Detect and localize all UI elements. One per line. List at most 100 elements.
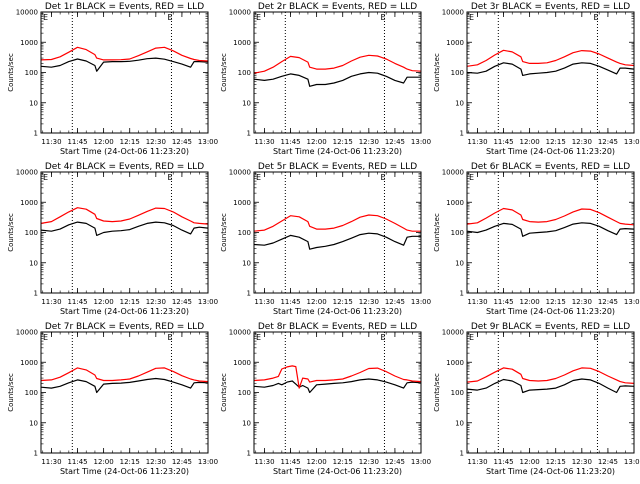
x-tick-label: 12:15 xyxy=(546,138,566,146)
lld-series-line xyxy=(40,46,209,62)
y-tick-label: 1 xyxy=(247,130,251,138)
x-tick-label: 11:30 xyxy=(254,138,274,146)
x-tick-label: 12:15 xyxy=(120,298,140,306)
x-tick-label: 12:45 xyxy=(172,458,192,466)
plot-frame xyxy=(466,171,635,294)
y-axis-label: Counts/sec xyxy=(7,213,15,252)
chart-title: Det 1r BLACK = Events, RED = LLD xyxy=(45,2,204,12)
events-series-line xyxy=(253,71,421,87)
y-tick-label: 1 xyxy=(460,450,464,458)
x-tick-label: 12:30 xyxy=(572,458,592,466)
x-tick-label: 11:45 xyxy=(67,138,87,146)
y-axis-label: Counts/sec xyxy=(433,213,441,252)
e-marker: E xyxy=(380,13,385,22)
y-tick-label: 10000 xyxy=(229,169,251,177)
chart-panel: Det 6r BLACK = Events, RED = LLD Counts/s… xyxy=(433,162,640,316)
y-tick-label: 100 xyxy=(25,69,38,77)
y-axis-label: Counts/sec xyxy=(220,213,228,252)
y-tick-label: 100 xyxy=(25,229,38,237)
events-series-line xyxy=(466,378,635,394)
x-tick-label: 12:45 xyxy=(385,298,405,306)
events-series-line xyxy=(40,57,209,72)
chart-panel: Det 1r BLACK = Events, RED = LLD Counts/s… xyxy=(7,2,218,156)
x-tick-label: 12:45 xyxy=(598,298,618,306)
x-tick-label: 12:45 xyxy=(598,138,618,146)
events-series-line xyxy=(40,377,209,394)
x-tick-label: 11:30 xyxy=(467,138,487,146)
y-tick-label: 1 xyxy=(34,290,38,298)
lld-series-line xyxy=(40,367,209,383)
lld-series-line xyxy=(253,214,421,232)
lld-series-line xyxy=(253,365,422,389)
lld-series-line xyxy=(466,207,635,226)
x-tick-label: 13:00 xyxy=(624,458,640,466)
y-tick-label: 10 xyxy=(455,99,464,107)
x-tick-label: 12:00 xyxy=(94,298,114,306)
x-tick-label: 11:45 xyxy=(280,138,300,146)
x-tick-label: 13:00 xyxy=(411,458,431,466)
y-tick-label: 1000 xyxy=(446,199,464,207)
y-tick-label: 10 xyxy=(455,419,464,427)
x-tick-label: 11:30 xyxy=(41,298,61,306)
x-tick-label: 11:30 xyxy=(467,458,487,466)
x-tick-label: 12:15 xyxy=(333,298,353,306)
chart-title: Det 8r BLACK = Events, RED = LLD xyxy=(258,322,417,332)
e-marker: E xyxy=(469,333,474,342)
e-marker: E xyxy=(469,173,474,182)
y-tick-label: 1000 xyxy=(20,199,38,207)
plot-frame xyxy=(40,171,209,294)
x-tick-label: 12:30 xyxy=(572,298,592,306)
y-tick-label: 1 xyxy=(460,290,464,298)
y-axis-label: Counts/sec xyxy=(220,53,228,92)
e-marker: E xyxy=(593,13,598,22)
chart-panel: Det 2r BLACK = Events, RED = LLD Counts/s… xyxy=(220,2,431,156)
chart-panel: Det 7r BLACK = Events, RED = LLD Counts/s… xyxy=(7,322,218,476)
x-axis-label: Start Time (24-Oct-06 11:23:20) xyxy=(273,467,402,476)
x-tick-label: 13:00 xyxy=(198,138,218,146)
x-tick-label: 12:00 xyxy=(307,458,327,466)
x-axis-label: Start Time (24-Oct-06 11:23:20) xyxy=(60,147,189,156)
e-marker: E xyxy=(167,173,172,182)
e-marker: E xyxy=(256,333,261,342)
chart-panel: Det 5r BLACK = Events, RED = LLD Counts/s… xyxy=(220,162,431,316)
x-tick-label: 13:00 xyxy=(624,138,640,146)
chart-panel: Det 3r BLACK = Events, RED = LLD Counts/s… xyxy=(433,2,640,156)
chart-panel: Det 9r BLACK = Events, RED = LLD Counts/s… xyxy=(433,322,640,476)
y-tick-label: 10 xyxy=(29,99,38,107)
plot-frame xyxy=(40,11,209,134)
y-axis-label: Counts/sec xyxy=(7,373,15,412)
x-tick-label: 12:30 xyxy=(146,458,166,466)
e-marker: E xyxy=(593,333,598,342)
lld-series-line xyxy=(466,49,635,67)
x-tick-label: 12:15 xyxy=(120,458,140,466)
e-marker: E xyxy=(43,333,48,342)
x-tick-label: 11:45 xyxy=(280,298,300,306)
events-series-line xyxy=(253,378,422,394)
e-marker: E xyxy=(43,173,48,182)
x-tick-label: 12:15 xyxy=(333,138,353,146)
lld-series-line xyxy=(466,367,635,384)
plot-frame xyxy=(253,171,422,294)
chart-title: Det 3r BLACK = Events, RED = LLD xyxy=(471,2,630,12)
x-tick-label: 11:45 xyxy=(493,458,513,466)
e-marker: E xyxy=(469,13,474,22)
chart-title: Det 5r BLACK = Events, RED = LLD xyxy=(258,162,417,172)
e-marker: E xyxy=(593,173,598,182)
y-tick-label: 10000 xyxy=(442,9,464,17)
x-axis-label: Start Time (24-Oct-06 11:23:20) xyxy=(60,307,189,316)
x-tick-label: 12:30 xyxy=(146,138,166,146)
x-tick-label: 12:30 xyxy=(359,298,379,306)
y-tick-label: 1000 xyxy=(233,359,251,367)
x-tick-label: 12:15 xyxy=(120,138,140,146)
e-marker: E xyxy=(380,173,385,182)
y-tick-label: 1000 xyxy=(20,39,38,47)
x-tick-label: 13:00 xyxy=(411,138,431,146)
y-tick-label: 10 xyxy=(242,99,251,107)
events-series-line xyxy=(466,62,635,77)
y-tick-label: 1 xyxy=(34,130,38,138)
x-tick-label: 12:00 xyxy=(520,298,540,306)
y-tick-label: 1000 xyxy=(233,199,251,207)
x-tick-label: 12:45 xyxy=(385,458,405,466)
